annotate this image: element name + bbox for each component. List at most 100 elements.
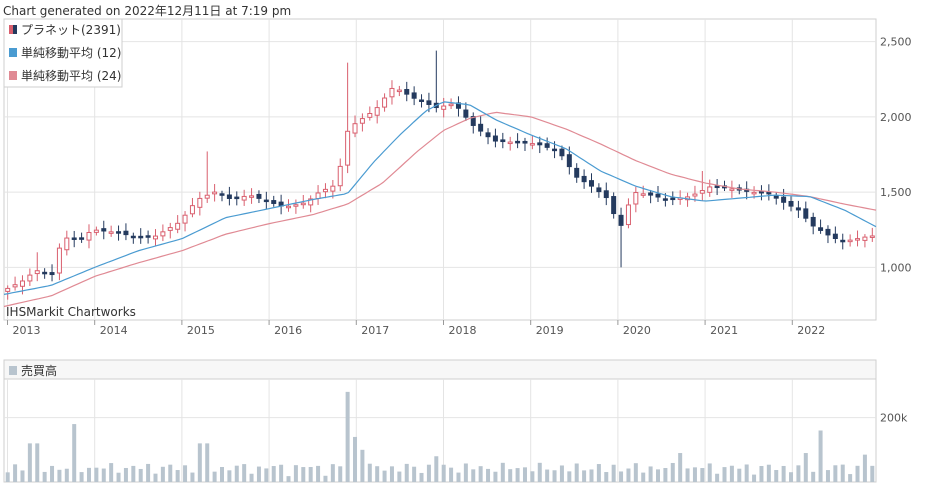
volume-bar (160, 466, 165, 482)
candle-down (404, 89, 410, 95)
candle-up (862, 236, 868, 241)
candle-down (263, 199, 269, 203)
volume-bar (234, 465, 239, 482)
candle-down (411, 92, 417, 99)
candle-up (300, 202, 306, 206)
volume-bar (656, 469, 660, 482)
volume-bar (545, 469, 550, 482)
legend-item-ma24[interactable]: 単純移動平均 (24) (9, 69, 121, 83)
candle-up (382, 97, 388, 108)
volume-bar (264, 468, 269, 482)
candle-up (847, 239, 853, 243)
volume-bar (707, 463, 712, 482)
candle-down (226, 194, 232, 199)
price-x-tick-label: 2020 (623, 324, 651, 337)
volume-bar (94, 467, 99, 482)
volume-bar (848, 474, 853, 482)
candle-down (544, 143, 550, 148)
volume-bar (183, 465, 188, 482)
volume-bar (522, 467, 527, 482)
candle-down (559, 148, 565, 157)
candle-down (618, 214, 624, 226)
volume-bar (500, 462, 505, 482)
volume-bar (670, 462, 675, 482)
legend: プラネット(2391) 単純移動平均 (12) 単純移動平均 (24) (3, 18, 123, 88)
volume-bar (86, 467, 91, 482)
candle-down (219, 193, 225, 196)
volume-bar (42, 471, 47, 482)
volume-bar (79, 472, 84, 482)
candle-down (596, 187, 602, 193)
volume-bar (530, 471, 535, 482)
volume-bar (367, 463, 372, 482)
candle-down (463, 109, 469, 118)
candle-down (522, 140, 528, 144)
candle-up (374, 107, 380, 116)
candle-up (241, 195, 247, 201)
legend-item-ma12[interactable]: 単純移動平均 (12) (9, 46, 121, 60)
candle-up (507, 141, 513, 145)
candle-up (56, 247, 62, 274)
volume-bar (389, 466, 394, 482)
candle-up (19, 280, 25, 287)
volume-bar (811, 471, 816, 482)
volume-bar (818, 430, 823, 482)
volume-bar (486, 468, 491, 482)
candle-down (271, 200, 277, 204)
candle-up (197, 197, 203, 208)
candle-down (714, 185, 720, 189)
candle-down (655, 193, 661, 198)
candle-down (810, 216, 816, 227)
candle-up (293, 204, 299, 207)
candle-down (419, 99, 425, 102)
candle-down (662, 198, 668, 201)
volume-bar (715, 473, 720, 482)
candle-down (603, 190, 609, 199)
volume-bar (434, 456, 439, 482)
candle-up (692, 193, 698, 197)
volume-legend-swatch (9, 366, 17, 375)
volume-bar (796, 465, 801, 482)
volume-bar (205, 443, 210, 482)
volume-bar (456, 472, 461, 482)
volume-bar (153, 473, 158, 482)
candle-down (552, 148, 558, 152)
candle-down (101, 228, 107, 232)
candle-down (574, 167, 580, 178)
candle-down (566, 154, 572, 168)
volume-bar (138, 468, 143, 482)
price-y-tick-label: 1,000 (880, 261, 912, 274)
volume-bar (190, 472, 195, 482)
volume-bar (404, 463, 409, 482)
volume-bar (242, 464, 247, 482)
volume-bar (212, 471, 217, 482)
volume-bar (301, 467, 306, 482)
volume-bar (426, 464, 431, 482)
volume-bar (582, 470, 587, 482)
candle-down (79, 237, 85, 240)
volume-bar (803, 453, 808, 482)
volume-bar (308, 467, 313, 482)
legend-label-price: プラネット(2391) (21, 23, 121, 37)
candle-up (367, 112, 373, 118)
candle-down (138, 235, 144, 239)
candle-down (788, 200, 794, 207)
candle-up (640, 193, 646, 196)
price-x-tick-label: 2019 (536, 324, 564, 337)
candle-down (256, 193, 262, 199)
price-y-ticks: 1,000 1,500 2,000 2,500 (880, 36, 912, 275)
chart-generated-text: Chart generated on 2022年12月11日 at 7:19 p… (3, 4, 292, 18)
volume-bar (35, 443, 40, 482)
candle-up (189, 205, 195, 215)
volume-bar (168, 464, 173, 482)
legend-item-price[interactable]: プラネット(2391) (9, 23, 121, 37)
candle-down (795, 207, 801, 211)
volume-bar (552, 470, 557, 482)
ma24-line (3, 111, 877, 308)
volume-bar (478, 466, 483, 482)
candle-up (160, 231, 166, 237)
candle-up (5, 287, 11, 292)
volume-bar (825, 470, 830, 482)
volume-bar (589, 469, 594, 482)
